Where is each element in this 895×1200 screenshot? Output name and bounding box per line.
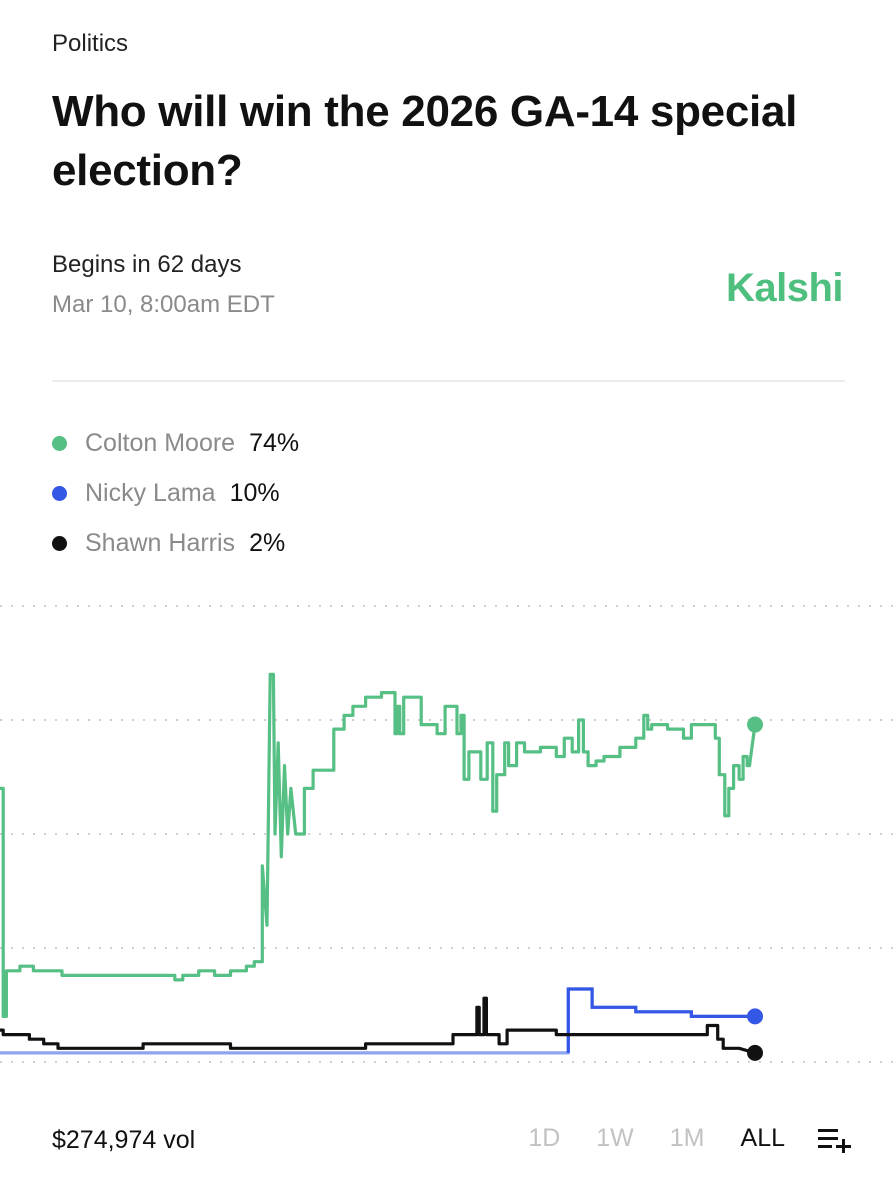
series-line-shawn-harris	[0, 996, 756, 1055]
legend: Colton Moore 74% Nicky Lama 10% Shawn Ha…	[52, 418, 299, 568]
series-endpoint-shawn-harris	[747, 1044, 764, 1061]
market-title: Who will win the 2026 GA-14 special elec…	[52, 87, 798, 195]
category-label: Politics	[52, 30, 129, 57]
legend-value: 74%	[249, 428, 300, 457]
time-range-selector: 1D 1W 1M ALL	[492, 1124, 853, 1153]
range-1m-button[interactable]: 1M	[669, 1124, 705, 1152]
list-add-icon[interactable]	[817, 1125, 853, 1153]
volume-label: $274,974 vol	[52, 1126, 196, 1154]
legend-item-nicky-lama: Nicky Lama 10%	[52, 468, 299, 518]
price-history-chart[interactable]	[0, 590, 895, 1090]
legend-item-shawn-harris: Shawn Harris 2%	[52, 518, 299, 568]
series-endpoint-nicky-lama	[747, 1008, 764, 1025]
legend-name: Colton Moore	[85, 428, 236, 457]
divider	[52, 380, 845, 382]
legend-item-colton-moore: Colton Moore 74%	[52, 418, 299, 468]
kalshi-logo: Kalshi	[725, 266, 844, 310]
event-date: Mar 10, 8:00am EDT	[52, 291, 275, 318]
legend-name: Nicky Lama	[85, 478, 216, 507]
legend-dot-icon	[52, 535, 67, 551]
legend-value: 2%	[249, 528, 286, 557]
range-1w-button[interactable]: 1W	[596, 1124, 634, 1152]
series-line-nicky-lama-recent	[566, 987, 755, 1053]
legend-dot-icon	[52, 435, 67, 451]
range-all-button[interactable]: ALL	[740, 1124, 785, 1152]
series-line-colton-moore	[0, 672, 757, 1018]
range-1d-button[interactable]: 1D	[528, 1124, 561, 1152]
legend-dot-icon	[52, 485, 67, 501]
legend-value: 10%	[229, 478, 280, 507]
begins-countdown: Begins in 62 days	[52, 251, 242, 278]
series-endpoint-colton-moore	[747, 716, 764, 733]
legend-name: Shawn Harris	[85, 528, 236, 557]
